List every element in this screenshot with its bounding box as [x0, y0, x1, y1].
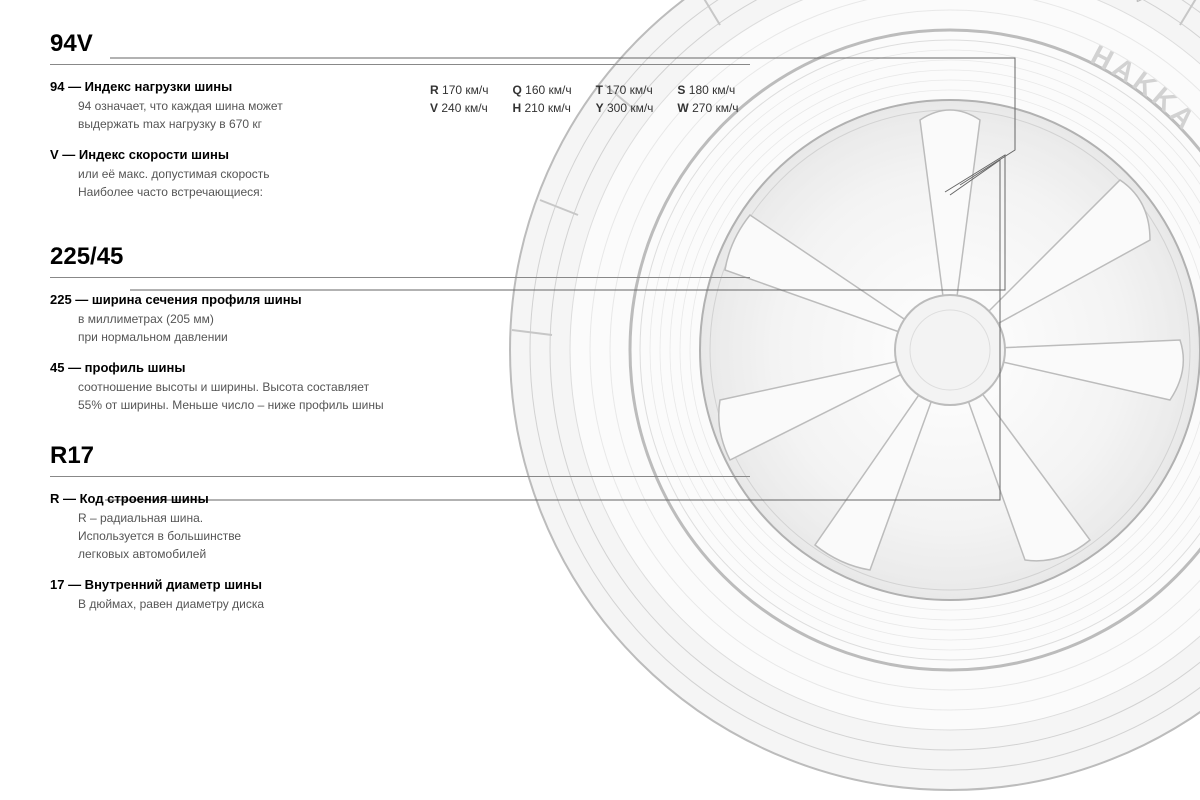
- desc-45-1: соотношение высоты и ширины. Высота сост…: [50, 378, 750, 396]
- item-diameter: 17 — Внутренний диаметр шины В дюймах, р…: [50, 577, 750, 613]
- item-load-index: 94 — Индекс нагрузки шины 94 означает, ч…: [50, 79, 390, 133]
- label-45: 45 — профиль шины: [50, 360, 750, 375]
- item-width: 225 — ширина сечения профиля шины в милл…: [50, 292, 750, 346]
- label-94: 94 — Индекс нагрузки шины: [50, 79, 390, 94]
- item-construction: R — Код строения шины R – радиальная шин…: [50, 491, 750, 563]
- desc-94-2: выдержать max нагрузку в 670 кг: [50, 115, 390, 133]
- desc-45-2: 55% от ширины. Меньше число – ниже профи…: [50, 396, 750, 414]
- section-r17: R17 R — Код строения шины R – радиальная…: [50, 442, 750, 613]
- section-title-225-45: 225/45: [50, 243, 750, 278]
- desc-v-1: или её макс. допустимая скорость: [50, 165, 390, 183]
- desc-225-2: при нормальном давлении: [50, 328, 750, 346]
- label-r: R — Код строения шины: [50, 491, 750, 506]
- desc-r-2: Используется в большинстве: [50, 527, 750, 545]
- section-225-45: 225/45 225 — ширина сечения профиля шины…: [50, 243, 750, 414]
- desc-17-1: В дюймах, равен диаметру диска: [50, 595, 750, 613]
- speed-table: R 170 км/ч Q 160 км/ч T 170 км/ч S 180 к…: [430, 79, 739, 215]
- item-speed-index: V — Индекс скорости шины или её макс. до…: [50, 147, 390, 201]
- section-title-94v: 94V: [50, 30, 750, 65]
- content-panel: 94V 94 — Индекс нагрузки шины 94 означае…: [50, 30, 750, 641]
- label-17: 17 — Внутренний диаметр шины: [50, 577, 750, 592]
- section-title-r17: R17: [50, 442, 750, 477]
- desc-v-2: Наиболее часто встречающиеся:: [50, 183, 390, 201]
- item-profile: 45 — профиль шины соотношение высоты и ш…: [50, 360, 750, 414]
- section-94v: 94V 94 — Индекс нагрузки шины 94 означае…: [50, 30, 750, 215]
- desc-94-1: 94 означает, что каждая шина может: [50, 97, 390, 115]
- desc-225-1: в миллиметрах (205 мм): [50, 310, 750, 328]
- label-225: 225 — ширина сечения профиля шины: [50, 292, 750, 307]
- desc-r-3: легковых автомобилей: [50, 545, 750, 563]
- desc-r-1: R – радиальная шина.: [50, 509, 750, 527]
- label-v: V — Индекс скорости шины: [50, 147, 390, 162]
